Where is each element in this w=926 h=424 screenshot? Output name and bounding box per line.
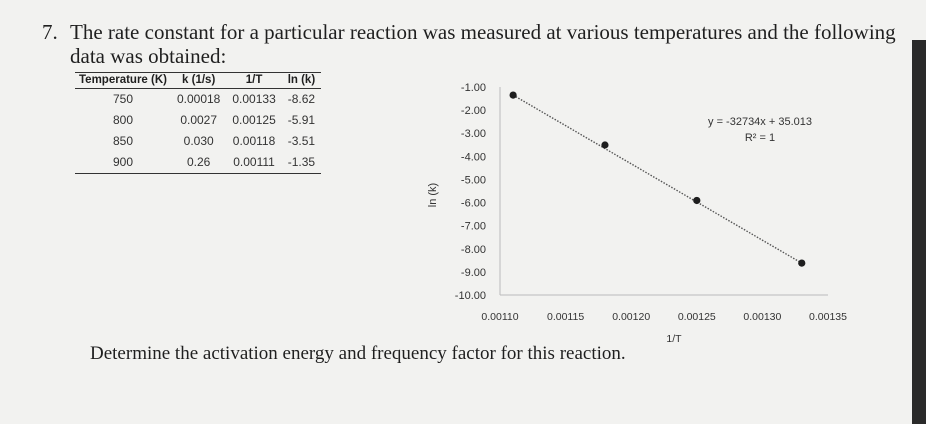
cell-temperature: 850	[112, 133, 133, 148]
question-text: 7. The rate constant for a particular rea…	[42, 20, 902, 68]
y-tick-label: -5.00	[461, 174, 486, 186]
question-number: 7.	[42, 20, 58, 44]
cell-k: 0.00018	[176, 91, 221, 106]
trendline-r2: R² = 1	[745, 132, 775, 144]
x-tick-label: 0.00115	[547, 311, 584, 323]
header-ln-k: ln (k)	[281, 72, 322, 89]
header-inverse-t: 1/T	[226, 72, 282, 89]
window-edge	[912, 40, 926, 424]
table-row: 800 0.0027 0.00125 -5.91	[75, 110, 321, 131]
header-k: k (1/s)	[170, 72, 227, 89]
scatter-chart: -1.00 -2.00 -3.00 -4.00 -5.00 -6.00 -7.00 -8.00…	[427, 82, 847, 345]
x-tick-label: 0.00120	[612, 311, 650, 323]
cell-inverse-t: 0.00111	[226, 152, 282, 174]
data-point	[693, 196, 701, 205]
cell-k: 0.030	[183, 133, 214, 148]
cell-k: 0.26	[170, 152, 227, 174]
x-tick-label: 0.00125	[678, 311, 716, 323]
cell-ln-k: -1.35	[281, 152, 322, 174]
header-temperature: Temperature (K)	[75, 72, 171, 89]
data-point	[798, 259, 806, 267]
question-prompt: Determine the activation energy and freq…	[90, 343, 626, 364]
y-tick-label: -7.00	[461, 221, 486, 233]
data-table: Temperature (K) k (1/s) 1/T ln (k) 750 0…	[75, 72, 322, 174]
question-line-2: data was obtained:	[70, 44, 227, 68]
y-tick-label: -3.00	[461, 128, 486, 140]
question-line-1: The rate constant for a particular react…	[70, 20, 896, 44]
y-tick-label: -6.00	[461, 198, 486, 210]
data-point	[601, 141, 609, 149]
cell-k: 0.0027	[180, 112, 218, 127]
y-tick-label: -1.00	[461, 82, 486, 94]
y-tick-label: -8.00	[461, 244, 486, 256]
x-tick-label: 0.00135	[809, 311, 847, 323]
y-tick-label: -4.00	[461, 151, 486, 163]
table-row: 850 0.030 0.00118 -3.51	[75, 131, 321, 152]
x-tick-label: 0.00110	[481, 311, 518, 323]
cell-temperature: 750	[112, 91, 133, 106]
x-axis-label: 1/T	[666, 333, 682, 345]
y-axis-label: ln (k)	[427, 183, 439, 207]
y-tick-label: -10.00	[455, 290, 486, 302]
data-point	[509, 91, 517, 99]
table-row: 900 0.26 0.00111 -1.35	[75, 152, 322, 174]
table-header-row: Temperature (K) k (1/s) 1/T ln (k)	[75, 72, 322, 89]
cell-inverse-t: 0.00133	[232, 91, 276, 106]
cell-inverse-t: 0.00125	[232, 112, 276, 127]
x-tick-label: 0.00130	[743, 311, 781, 323]
cell-ln-k: -5.91	[287, 112, 316, 127]
cell-temperature: 900	[75, 152, 171, 174]
y-tick-label: -2.00	[461, 105, 486, 117]
cell-ln-k: -8.62	[287, 91, 316, 106]
trendline-equation: y = -32734x + 35.013	[708, 116, 812, 128]
cell-temperature: 800	[112, 112, 133, 127]
cell-inverse-t: 0.00118	[232, 133, 276, 148]
table-row: 750 0.00018 0.00133 -8.62	[75, 89, 321, 111]
y-tick-label: -9.00	[461, 267, 486, 279]
cell-ln-k: -3.51	[287, 133, 316, 148]
